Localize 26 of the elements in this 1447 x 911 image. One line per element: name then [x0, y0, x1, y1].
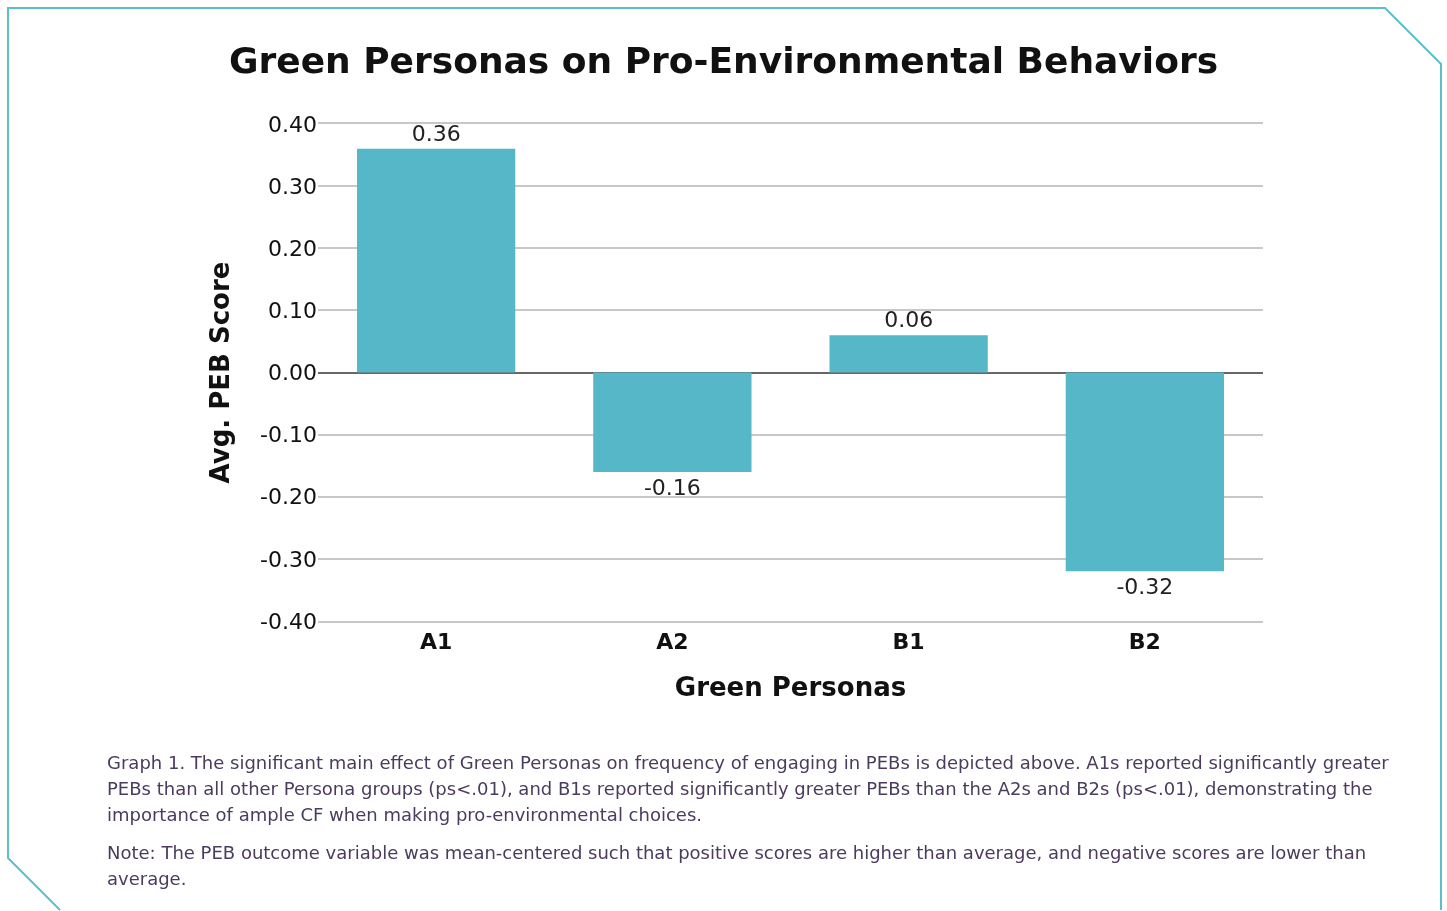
x-tick-label: B1: [892, 629, 925, 655]
data-label: -0.32: [1116, 574, 1174, 600]
y-tick-label: -0.20: [260, 484, 317, 510]
y-tick-label: 0.40: [268, 111, 317, 137]
y-axis-title: Avg. PEB Score: [205, 261, 236, 484]
y-tick-label: 0.20: [268, 235, 317, 261]
text: Note: The PEB outcome variable was mean-centered such that positive scores are higher than average, and negative scores are lower than average.: [107, 841, 1368, 891]
bar: [593, 372, 752, 472]
y-tick-label: 0.10: [268, 298, 317, 324]
bar: [829, 335, 988, 373]
caption: Graph 1. The significant main effect of Green Personas on frequency of engaging in PEBs is depicted above. A1s reported significantly greater PEBs than all other Persona groups (ps<.01), and B1s reported significantly greater PEBs than the A2s and B2s (ps<.01), demonstrating the importance of ample CF when making pro-environmental choices.: [107, 751, 1390, 827]
bar: [356, 148, 516, 373]
x-tick-label: B2: [1128, 629, 1161, 655]
data-label: 0.36: [411, 120, 461, 146]
y-tick-label: -0.40: [260, 608, 317, 634]
x-tick-label: A2: [656, 629, 689, 655]
y-tick-label: -0.10: [260, 422, 317, 448]
data-label: 0.06: [884, 307, 934, 333]
y-tick-label: 0.00: [268, 360, 317, 386]
bar: [1065, 372, 1225, 572]
chart-title: Green Personas on Pro-Environmental Behaviors: [228, 39, 1219, 81]
y-tick-label: -0.30: [260, 546, 317, 572]
y-tick-label: 0.30: [268, 173, 317, 199]
x-axis-title: Green Personas: [674, 671, 907, 702]
data-label: -0.16: [643, 474, 701, 500]
x-tick-label: A1: [419, 629, 453, 655]
